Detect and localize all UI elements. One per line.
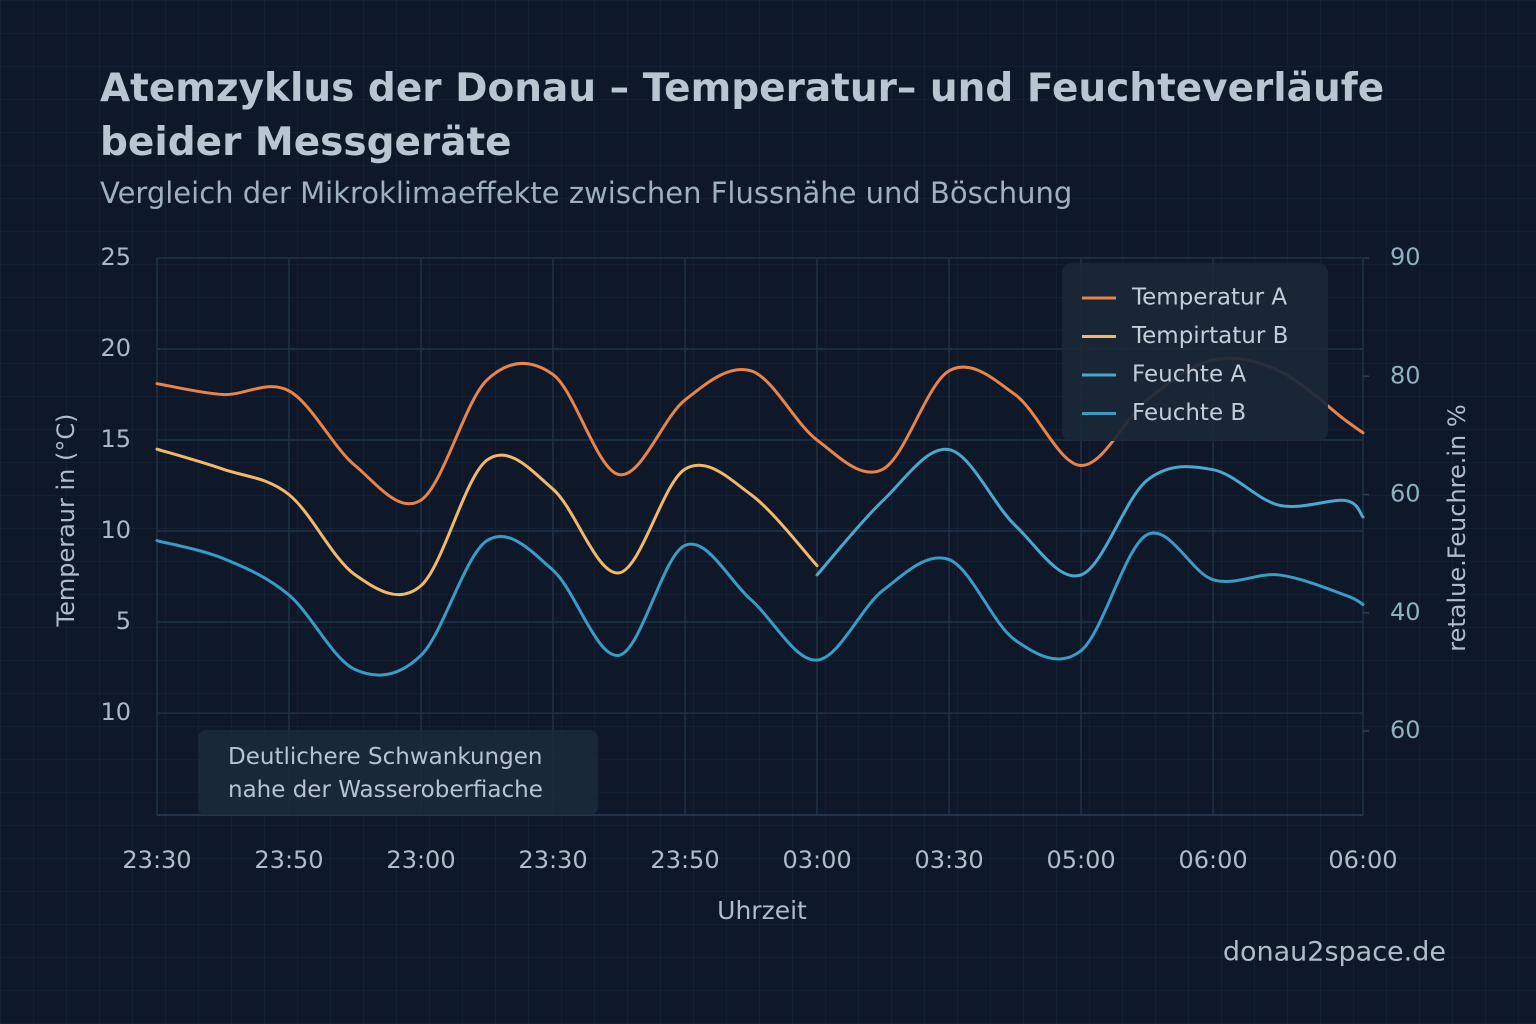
series-line [155, 531, 1365, 677]
y-tick-label: 10 [100, 516, 131, 544]
x-tick-label: 23:30 [518, 846, 587, 874]
x-tick-label: 05:00 [1046, 846, 1115, 874]
y-tick-label: 5 [116, 607, 131, 635]
y2-tick-label: 60 [1390, 480, 1421, 508]
x-axis-label: Uhrzeit [717, 896, 807, 925]
legend-label: Feuchte A [1132, 362, 1246, 388]
y-tick-label: 10 [100, 698, 131, 726]
chart-subtitle: Vergleich der Mikroklimaeffekte zwischen… [100, 176, 1073, 210]
y-tick-label: 15 [100, 425, 131, 453]
x-tick-label: 06:00 [1178, 846, 1247, 874]
series-line [815, 447, 1365, 578]
series-line [155, 447, 819, 597]
legend-box [1062, 263, 1328, 441]
y2-axis-label: retalue.Feuchre.in % [1443, 404, 1471, 651]
legend-label: Feuchte B [1132, 400, 1246, 426]
y-tick-label: 25 [100, 243, 131, 271]
x-tick-label: 03:00 [782, 846, 851, 874]
legend-label: Temperatur A [1131, 285, 1287, 311]
x-tick-label: 23:00 [386, 846, 455, 874]
grid [156, 257, 1364, 815]
x-tick-label: 23:30 [122, 846, 191, 874]
source: donau2space.de [1223, 937, 1446, 968]
legend: Temperatur A Tempirtatur B Feuchte A Feucht… [1062, 263, 1328, 441]
y-axis-label: Temperaur in (°C) [52, 414, 80, 628]
x-tick-label: 23:50 [650, 846, 719, 874]
y2-tick-label: 80 [1390, 361, 1421, 389]
x-tick-label: 23:50 [254, 846, 323, 874]
y-tick-label: 20 [100, 334, 131, 362]
annotation: Deutlichere Schwankungen nahe der Wassero… [228, 744, 543, 803]
y2-tick-label: 90 [1390, 243, 1421, 271]
x-tick-label: 06:00 [1328, 846, 1397, 874]
y2-tick-label: 40 [1390, 598, 1421, 626]
legend-label: Tempirtatur B [1131, 323, 1288, 349]
x-tick-label: 03:30 [914, 846, 983, 874]
y2-tick-label: 60 [1390, 716, 1421, 744]
annotation-box [198, 730, 598, 815]
chart-title: Atemzyklus der Donau – Temperatur– und F… [100, 66, 1385, 165]
